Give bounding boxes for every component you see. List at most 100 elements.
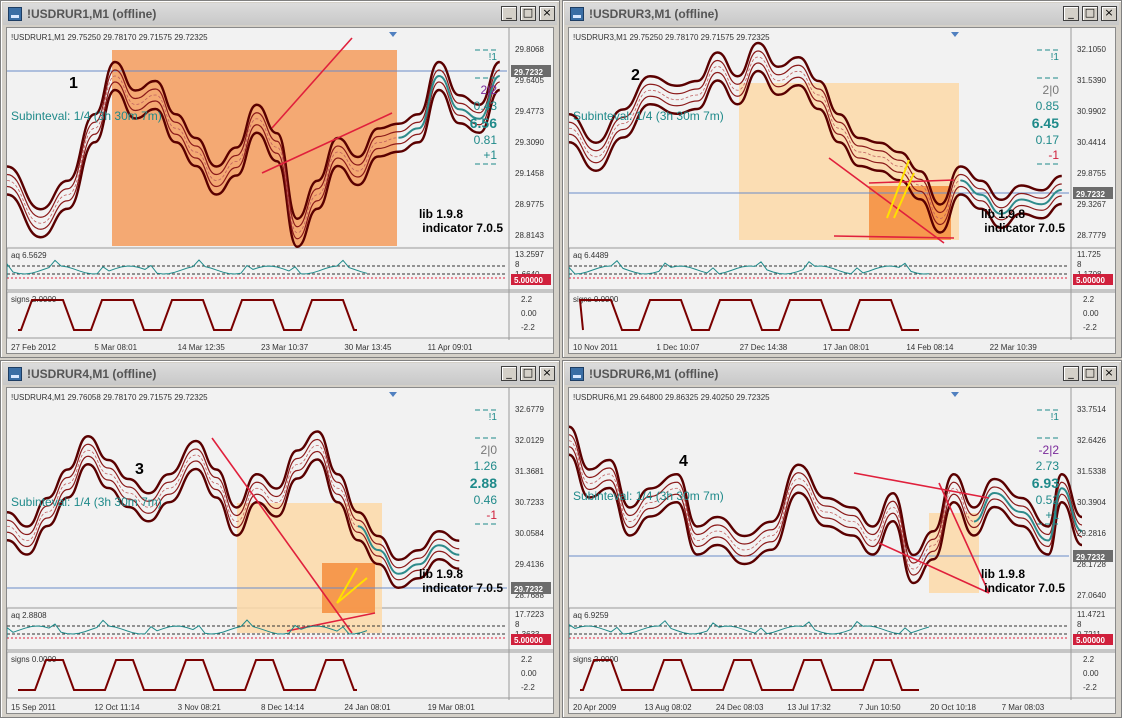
price-scale-label: 32.0129 bbox=[515, 436, 544, 445]
close-button[interactable]: × bbox=[539, 6, 555, 21]
date-axis-label: 11 Apr 09:01 bbox=[428, 343, 473, 352]
stat-v2: 0.17 bbox=[1036, 133, 1060, 147]
trend-line[interactable] bbox=[868, 179, 955, 184]
projection-line[interactable] bbox=[893, 172, 915, 219]
signs-scale-label: 0.00 bbox=[521, 309, 537, 318]
date-axis-label: 3 Nov 08:21 bbox=[178, 703, 222, 712]
lower-band-line bbox=[569, 69, 1062, 234]
date-axis-label: 7 Mar 08:03 bbox=[1002, 703, 1045, 712]
highlight-box[interactable] bbox=[112, 50, 397, 246]
price-scale-label: 28.7688 bbox=[515, 591, 544, 600]
window-title-bar[interactable]: !USDRUR4,M1 (offline) _ □ × bbox=[3, 363, 557, 385]
chart-area[interactable]: !USDRUR1,M1 29.75250 29.78170 29.71575 2… bbox=[6, 27, 554, 354]
chart-area[interactable]: !USDRUR6,M1 29.64800 29.86325 29.40250 2… bbox=[568, 387, 1116, 714]
chevron-down-icon[interactable] bbox=[389, 32, 397, 37]
main-panel[interactable] bbox=[569, 388, 1116, 606]
trend-line[interactable] bbox=[828, 157, 945, 244]
price-scale-label: 29.2816 bbox=[1077, 529, 1106, 538]
projection-line[interactable] bbox=[336, 577, 368, 604]
aq-panel[interactable] bbox=[569, 607, 1116, 651]
window-title-bar[interactable]: !USDRUR3,M1 (offline) _ □ × bbox=[565, 3, 1119, 25]
maximize-button[interactable]: □ bbox=[520, 6, 536, 21]
window-title-bar[interactable]: !USDRUR1,M1 (offline) _ □ × bbox=[3, 3, 557, 25]
date-axis-label: 20 Apr 2009 bbox=[573, 703, 617, 712]
current-price-label: 29.7232 bbox=[514, 585, 543, 594]
signs-line bbox=[578, 299, 919, 331]
chart-canvas[interactable]: !USDRUR1,M1 29.75250 29.78170 29.71575 2… bbox=[7, 28, 554, 354]
signs-panel[interactable] bbox=[7, 651, 554, 699]
chart-window-4[interactable]: !USDRUR6,M1 (offline) _ □ × !USDRUR6,M1 … bbox=[562, 360, 1122, 718]
maximize-button[interactable]: □ bbox=[1082, 6, 1098, 21]
aq-label: aq 6.9259 bbox=[573, 611, 609, 620]
chart-canvas[interactable]: !USDRUR6,M1 29.64800 29.86325 29.40250 2… bbox=[569, 388, 1116, 714]
trend-line[interactable] bbox=[211, 437, 353, 634]
upper-inner-line bbox=[569, 434, 1083, 564]
chart-area[interactable]: !USDRUR3,M1 29.75250 29.78170 29.71575 2… bbox=[568, 27, 1116, 354]
signs-panel[interactable] bbox=[569, 651, 1116, 699]
chart-area[interactable]: !USDRUR4,M1 29.76058 29.78170 29.71575 2… bbox=[6, 387, 554, 714]
trend-line[interactable] bbox=[853, 472, 990, 499]
lib-version-label: lib 1.9.8 bbox=[981, 207, 1025, 221]
signs-panel[interactable] bbox=[7, 291, 554, 339]
maximize-button[interactable]: □ bbox=[520, 366, 536, 381]
trend-line[interactable] bbox=[878, 542, 990, 594]
lower-band-line bbox=[569, 453, 1083, 585]
projection-line[interactable] bbox=[886, 159, 910, 219]
aq-panel[interactable] bbox=[569, 247, 1116, 291]
aq-scale-label: 8 bbox=[515, 260, 520, 269]
close-button[interactable]: × bbox=[1101, 6, 1117, 21]
price-scale-label: 28.7779 bbox=[1077, 231, 1106, 240]
date-axis-label: 22 Mar 10:39 bbox=[990, 343, 1038, 352]
close-button[interactable]: × bbox=[539, 366, 555, 381]
chevron-down-icon[interactable] bbox=[951, 392, 959, 397]
trend-line[interactable] bbox=[938, 482, 990, 594]
chart-window-icon bbox=[8, 367, 22, 381]
minimize-button[interactable]: _ bbox=[501, 366, 517, 381]
price-scale-label: 30.3904 bbox=[1077, 498, 1106, 507]
chevron-down-icon[interactable] bbox=[951, 32, 959, 37]
price-scale-label: 27.0640 bbox=[1077, 591, 1106, 600]
aq-panel[interactable] bbox=[7, 247, 554, 291]
chart-canvas[interactable]: !USDRUR3,M1 29.75250 29.78170 29.71575 2… bbox=[569, 28, 1116, 354]
chart-header: !USDRUR4,M1 29.76058 29.78170 29.71575 2… bbox=[11, 393, 208, 402]
price-scale-label: 29.1458 bbox=[515, 169, 544, 178]
upper-inner-line bbox=[569, 50, 1062, 214]
trend-line[interactable] bbox=[833, 235, 955, 239]
close-button[interactable]: × bbox=[1101, 366, 1117, 381]
window-title-bar[interactable]: !USDRUR6,M1 (offline) _ □ × bbox=[565, 363, 1119, 385]
price-scale-label: 31.5390 bbox=[1077, 76, 1106, 85]
aq-scale-label: 8 bbox=[1077, 620, 1082, 629]
chart-window-1[interactable]: !USDRUR1,M1 (offline) _ □ × !USDRUR1,M1 … bbox=[0, 0, 560, 358]
indicator-version-label: indicator 7.0.5 bbox=[422, 221, 503, 235]
signs-panel[interactable] bbox=[569, 291, 1116, 339]
signal-line bbox=[960, 179, 1062, 215]
window-title: !USDRUR4,M1 (offline) bbox=[27, 367, 157, 381]
signs-scale-label: -2.2 bbox=[1083, 323, 1097, 332]
trend-line[interactable] bbox=[286, 612, 376, 632]
trend-line[interactable] bbox=[271, 37, 353, 129]
chart-window-3[interactable]: !USDRUR4,M1 (offline) _ □ × !USDRUR4,M1 … bbox=[0, 360, 560, 718]
maximize-button[interactable]: □ bbox=[1082, 366, 1098, 381]
trend-line[interactable] bbox=[261, 112, 393, 174]
aq-level-tag bbox=[511, 274, 551, 285]
aq-line bbox=[569, 259, 930, 278]
chart-canvas[interactable]: !USDRUR4,M1 29.76058 29.78170 29.71575 2… bbox=[7, 388, 554, 714]
minimize-button[interactable]: _ bbox=[1063, 6, 1079, 21]
stat-v3: +1 bbox=[483, 148, 497, 162]
subinterval-label: Subinteval: 1/4 (3h 30m 7m) bbox=[573, 489, 724, 503]
minimize-button[interactable]: _ bbox=[501, 6, 517, 21]
signal-line bbox=[973, 487, 1083, 542]
chevron-down-icon[interactable] bbox=[389, 392, 397, 397]
date-axis-label: 19 Mar 08:01 bbox=[428, 703, 476, 712]
minimize-button[interactable]: _ bbox=[1063, 366, 1079, 381]
date-axis-label: 13 Aug 08:02 bbox=[644, 703, 692, 712]
stat-v3: +1 bbox=[1045, 508, 1059, 522]
stat-ratio: 2|0 bbox=[1043, 83, 1060, 97]
chart-window-2[interactable]: !USDRUR3,M1 (offline) _ □ × !USDRUR3,M1 … bbox=[562, 0, 1122, 358]
price-scale-label: 29.3267 bbox=[1077, 200, 1106, 209]
signs-line bbox=[18, 659, 357, 691]
aq-label: aq 6.5629 bbox=[11, 251, 47, 260]
price-scale-label: 33.7514 bbox=[1077, 405, 1106, 414]
window-title: !USDRUR6,M1 (offline) bbox=[589, 367, 719, 381]
projection-line[interactable] bbox=[336, 567, 358, 604]
